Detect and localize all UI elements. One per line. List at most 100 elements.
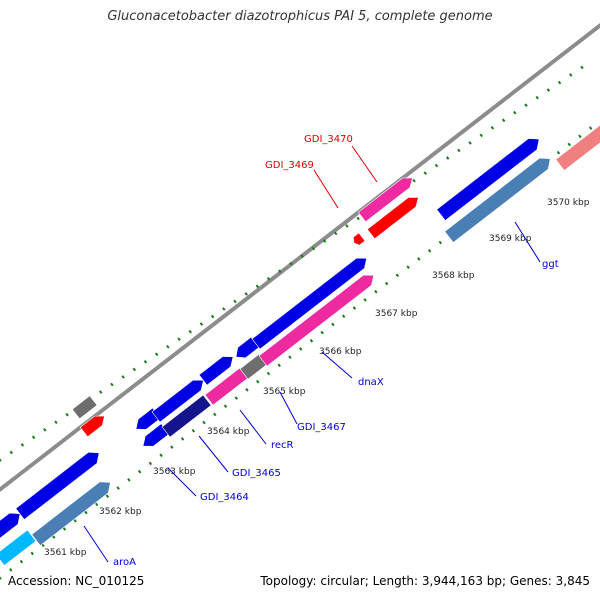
gene-leader-line	[321, 351, 353, 379]
inner-tick-mark	[406, 265, 410, 269]
outer-tick-mark	[65, 412, 69, 417]
inner-tick-mark	[180, 437, 185, 441]
gene-label: GDI_3467	[297, 422, 346, 433]
outer-tick-mark	[479, 133, 483, 138]
blue-gene	[142, 423, 170, 447]
gene-leader-line	[167, 467, 197, 497]
gene-leader-line	[514, 221, 541, 263]
outer-tick-mark	[322, 239, 327, 243]
tick-label: 3568 kbp	[432, 271, 475, 281]
blue-gene	[198, 356, 234, 386]
gene-leader-line	[239, 409, 267, 445]
tick-label: 3567 kbp	[375, 309, 418, 319]
cyan-gene	[0, 529, 37, 566]
tick-label: 3564 kbp	[207, 427, 250, 437]
inner-tick-mark	[51, 535, 56, 539]
outer-tick-mark	[569, 73, 573, 77]
inner-tick-mark	[19, 559, 24, 564]
inner-tick-mark	[417, 257, 421, 261]
outer-tick-mark	[434, 163, 439, 168]
outer-tick-mark	[266, 277, 271, 281]
outer-tick-mark	[210, 314, 215, 319]
red-gene	[79, 415, 105, 438]
inner-tick-mark	[588, 126, 593, 130]
tick-label: 3561 kbp	[44, 548, 87, 558]
outer-tick-mark	[535, 95, 539, 100]
pink-gene	[357, 177, 414, 223]
red-gene	[352, 232, 366, 246]
tick-label: 3569 kbp	[489, 234, 532, 244]
inner-tick-mark	[438, 240, 443, 245]
lightpink-gene	[555, 124, 600, 171]
inner-tick-mark	[298, 347, 303, 351]
outer-tick-mark	[244, 292, 248, 296]
inner-tick-mark	[191, 428, 196, 433]
gene-leader-line	[279, 391, 298, 425]
outer-tick-mark	[99, 390, 103, 394]
outer-tick-mark	[345, 224, 349, 228]
gray-gene	[71, 395, 98, 420]
outer-tick-mark	[546, 88, 551, 92]
outer-tick-mark	[143, 360, 148, 364]
inner-tick-mark	[578, 134, 582, 139]
outer-tick-mark	[457, 148, 461, 153]
inner-tick-mark	[331, 322, 335, 327]
outer-tick-mark	[110, 382, 114, 387]
inner-tick-mark	[41, 543, 45, 548]
outer-tick-mark	[300, 254, 304, 258]
gray-gene	[239, 353, 268, 380]
inner-tick-mark	[116, 486, 120, 490]
gene-label: GDI_3470	[304, 134, 353, 145]
outer-tick-mark	[188, 329, 192, 334]
blue-gene	[0, 512, 21, 539]
gene-leader-line	[198, 435, 229, 473]
inner-tick-mark	[567, 142, 571, 147]
outer-tick-mark	[233, 299, 237, 304]
outer-tick-mark	[154, 352, 159, 357]
inner-tick-mark	[202, 420, 206, 425]
accession-label: Accession: NC_010125	[8, 574, 145, 588]
steelblue-gene	[444, 157, 551, 243]
outer-tick-mark	[524, 103, 528, 107]
red-gene	[366, 196, 419, 240]
inner-tick-mark	[94, 502, 99, 507]
outer-tick-mark	[20, 443, 25, 447]
inner-tick-mark	[277, 363, 281, 368]
inner-tick-mark	[363, 298, 367, 302]
steelblue-gene	[31, 481, 111, 546]
inner-tick-mark	[0, 576, 2, 580]
blue-gene	[251, 257, 368, 350]
outer-tick-mark	[121, 375, 125, 379]
topology-label: Topology: circular; Length: 3,944,163 bp…	[260, 574, 590, 588]
tick-label: 3562 kbp	[99, 507, 142, 517]
gene-label: ggt	[542, 259, 559, 270]
outer-tick-mark	[289, 261, 293, 266]
outer-tick-mark	[412, 178, 416, 183]
outer-tick-mark	[557, 80, 562, 85]
inner-tick-mark	[105, 494, 110, 498]
gene-label: recR	[271, 440, 294, 451]
inner-tick-mark	[159, 453, 163, 458]
inner-tick-mark	[309, 338, 314, 343]
inner-tick-mark	[341, 314, 346, 319]
outer-tick-mark	[501, 118, 506, 123]
outer-tick-mark	[166, 344, 170, 349]
gene-label: dnaX	[358, 377, 384, 388]
inner-tick-mark	[245, 388, 249, 392]
outer-tick-mark	[580, 65, 584, 70]
inner-tick-mark	[288, 355, 292, 359]
outer-tick-mark	[255, 284, 260, 289]
blue-gene	[235, 336, 260, 359]
inner-tick-mark	[374, 289, 378, 294]
outer-tick-mark	[468, 141, 472, 145]
outer-tick-mark	[199, 322, 204, 326]
outer-tick-mark	[423, 171, 427, 175]
inner-tick-mark	[234, 396, 238, 400]
inner-tick-mark	[73, 518, 77, 523]
map-title: Gluconacetobacter diazotrophicus PAI 5, …	[107, 9, 493, 24]
inner-tick-mark	[223, 404, 228, 409]
gene-leader-line	[351, 145, 378, 183]
navy-gene	[161, 394, 212, 438]
inner-tick-mark	[266, 371, 271, 376]
gene-label: GDI_3469	[265, 160, 314, 171]
